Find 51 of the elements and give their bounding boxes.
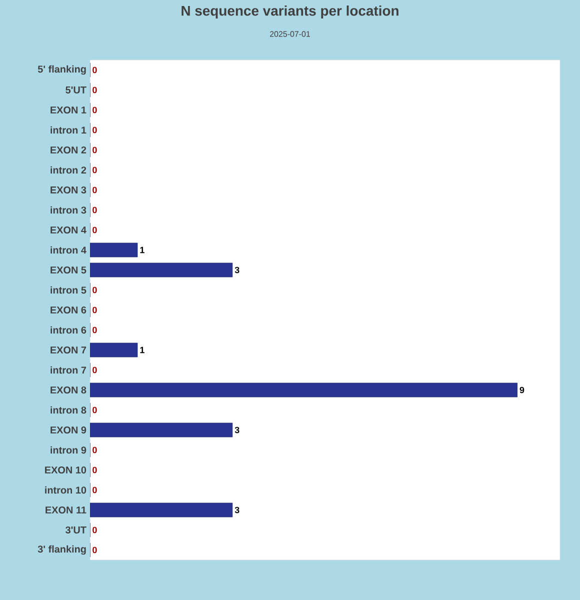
y-tick-label: 5'UT (66, 86, 86, 94)
y-tick-label: 3'UT (66, 526, 86, 534)
y-tick-label: intron 10 (45, 486, 86, 494)
data-label: 3 (234, 266, 240, 274)
chart-title: N sequence variants per location (182, 5, 398, 18)
y-tick-label: EXON 11 (46, 506, 86, 514)
data-label: 0 (92, 286, 97, 294)
data-label: 1 (140, 246, 144, 254)
data-label: 3 (234, 506, 240, 514)
y-tick-label: EXON 7 (50, 346, 86, 354)
data-label: 0 (92, 406, 97, 414)
data-label: 0 (92, 526, 97, 534)
data-label: 0 (92, 486, 97, 494)
y-tick-label: EXON 10 (45, 466, 86, 474)
y-tick-label: EXON 3 (50, 186, 86, 194)
data-label: 9 (520, 386, 524, 394)
data-label: 0 (92, 546, 97, 554)
data-label: 0 (92, 366, 97, 374)
data-label: 0 (92, 166, 97, 174)
data-label: 1 (140, 346, 144, 354)
y-tick-label: intron 5 (50, 286, 86, 294)
data-label: 0 (92, 186, 97, 194)
y-tick-label: EXON 1 (50, 106, 86, 114)
data-label: 0 (92, 326, 97, 334)
y-tick-label: EXON 4 (50, 226, 86, 234)
data-label: 0 (92, 146, 97, 154)
data-label: 3 (234, 426, 240, 434)
data-label: 0 (92, 66, 97, 74)
data-label: 0 (92, 466, 97, 474)
y-tick-label: 5' flanking (38, 65, 86, 75)
y-tick-label: EXON 2 (50, 146, 86, 154)
data-label: 0 (92, 446, 97, 454)
y-tick-label: intron 7 (50, 366, 86, 374)
data-label: 0 (92, 226, 97, 234)
y-tick-label: intron 6 (50, 326, 86, 334)
y-tick-label: intron 3 (50, 206, 86, 214)
data-label: 0 (92, 106, 97, 114)
y-tick-label: 3' flanking (38, 545, 86, 555)
y-tick-label: intron 8 (50, 406, 86, 414)
y-tick-label: EXON 9 (50, 426, 86, 434)
y-tick-label: intron 9 (50, 446, 86, 454)
y-tick-label: EXON 6 (50, 306, 86, 314)
data-label: 0 (92, 86, 97, 94)
y-tick-label: EXON 5 (50, 266, 86, 274)
y-tick-label: EXON 8 (50, 386, 86, 394)
data-label: 0 (92, 126, 97, 134)
y-tick-label: intron 4 (50, 246, 86, 254)
data-label: 0 (92, 306, 97, 314)
data-label: 0 (92, 206, 97, 214)
y-tick-label: intron 1 (50, 126, 86, 134)
y-tick-label: intron 2 (50, 166, 86, 174)
